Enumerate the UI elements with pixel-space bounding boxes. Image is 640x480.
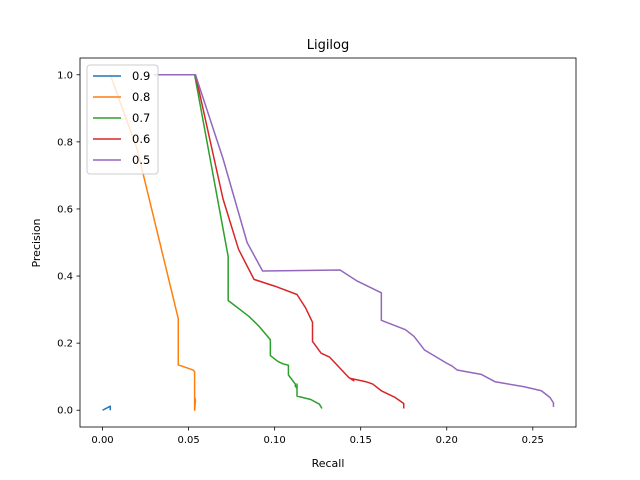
series-line-0.6 (154, 74, 405, 409)
x-tick-label: 0.20 (436, 435, 458, 446)
legend-label-0.8: 0.8 (132, 90, 150, 104)
plot-area (80, 58, 576, 427)
y-tick-label: 0.4 (57, 272, 73, 283)
x-axis: 0.00 0.05 0.10 0.15 0.20 0.25 (91, 427, 544, 446)
chart-title: Ligilog (307, 38, 350, 53)
legend-label-0.7: 0.7 (132, 111, 150, 125)
y-tick-label: 0.0 (57, 406, 73, 417)
legend-label-0.5: 0.5 (132, 153, 150, 167)
x-tick-label: 0.05 (177, 435, 199, 446)
legend: 0.9 0.8 0.7 0.6 0.5 (86, 64, 159, 175)
y-tick-label: 0.6 (57, 204, 73, 215)
y-axis: 0.0 0.2 0.4 0.6 0.8 1.0 (57, 70, 80, 417)
y-tick-label: 0.2 (57, 339, 73, 350)
plot-frame (79, 57, 577, 428)
series-layer (102, 74, 555, 411)
x-tick-label: 0.00 (91, 435, 113, 446)
legend-label-0.9: 0.9 (132, 69, 150, 83)
x-tick-label: 0.25 (522, 435, 544, 446)
x-tick-label: 0.15 (350, 435, 372, 446)
x-axis-label: Recall (312, 457, 345, 470)
x-tick-label: 0.10 (264, 435, 286, 446)
legend-label-0.6: 0.6 (132, 132, 150, 146)
series-line-0.9 (102, 405, 112, 411)
series-line-0.7 (154, 74, 323, 409)
y-axis-label: Precision (30, 218, 43, 267)
y-tick-label: 0.8 (57, 137, 73, 148)
y-tick-label: 1.0 (57, 70, 73, 81)
series-line-0.8 (109, 74, 197, 411)
series-line-0.5 (154, 74, 555, 407)
legend-box (86, 64, 159, 175)
